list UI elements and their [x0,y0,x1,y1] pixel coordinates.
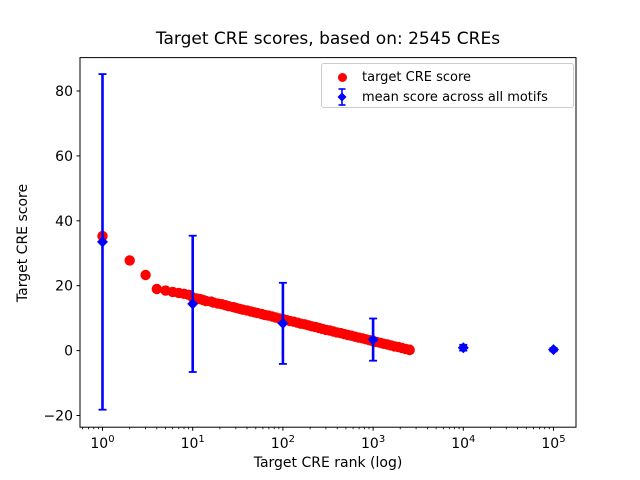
x-axis-ticks: 100 101 102 103 104 105 [90,427,566,452]
y-tick-label: −20 [43,409,73,425]
red-circle-marker-icon [322,72,362,82]
y-tick-label: 60 [55,149,73,165]
axes-frame [79,57,577,428]
y-tick-label: 80 [55,84,73,100]
legend-item-mean-score: mean score across all motifs [322,87,573,107]
legend-item-target-cre-score: target CRE score [322,67,573,87]
y-tick-label: 0 [64,344,73,360]
y-tick-label: 40 [55,214,73,230]
x-tick-label: 100 [90,434,114,452]
series-mean-score [97,73,559,411]
x-tick-label: 102 [271,434,295,452]
x-tick-label: 104 [451,434,475,452]
series-target-cre-score [97,230,415,356]
legend-label: mean score across all motifs [362,89,548,105]
x-tick-label: 103 [361,434,385,452]
blue-diamond-errorbar-icon [322,87,362,107]
y-axis-ticks: −20 0 20 40 60 80 [43,84,80,425]
x-axis-label: Target CRE rank (log) [253,455,403,471]
y-tick-label: 20 [55,279,73,295]
legend-label: target CRE score [362,69,472,85]
x-tick-label: 101 [181,434,205,452]
legend: target CRE score mean score across all m… [321,63,574,108]
chart-title: Target CRE scores, based on: 2545 CREs [155,29,501,49]
x-axis-minor-ticks [82,427,550,430]
x-tick-label: 105 [541,434,565,452]
